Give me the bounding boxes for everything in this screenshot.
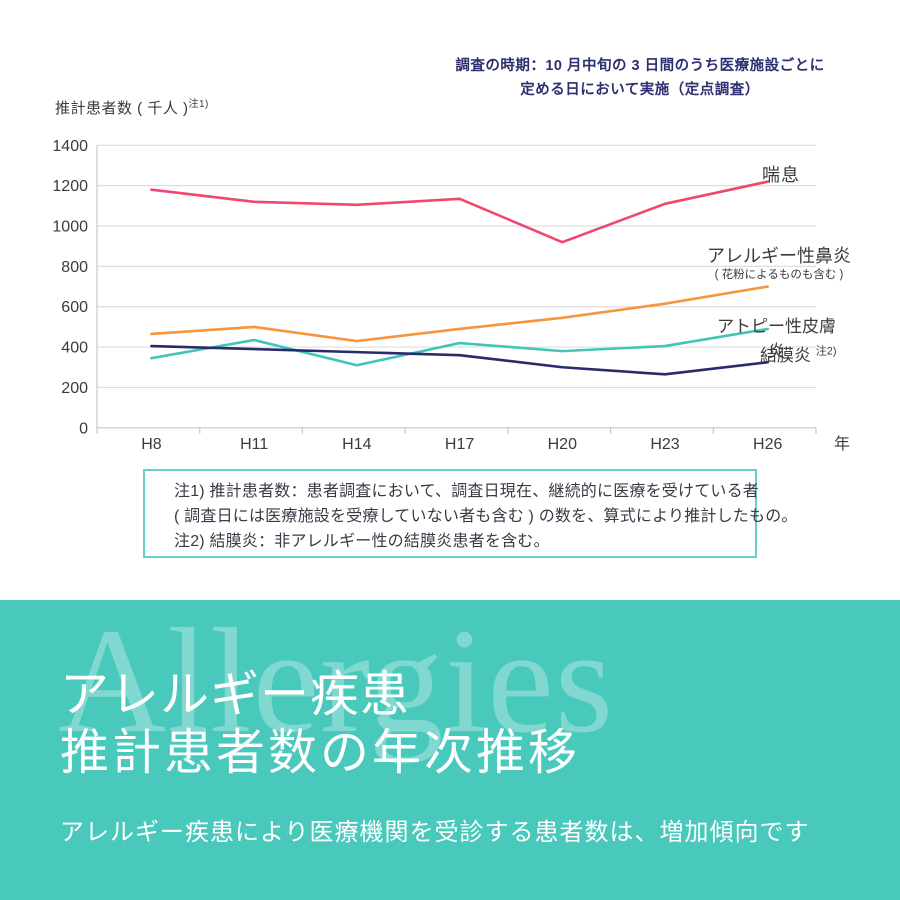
x-tick-label: H20 (548, 436, 577, 453)
footer-title: アレルギー疾患 推計患者数の年次推移 (60, 666, 580, 782)
legend-conjunctivitis-note-ref: 注2) (815, 345, 837, 358)
x-tick-label: H26 (753, 436, 782, 453)
x-tick-label: H17 (445, 436, 474, 453)
y-tick-label: 1400 (52, 138, 88, 155)
legend-allergic-rhinitis-sublabel: ( 花粉によるものも含む ) (714, 269, 844, 281)
footer-title-line2: 推計患者数の年次推移 (60, 725, 581, 780)
x-tick-label: H11 (240, 436, 268, 453)
survey-period-line2: 定める日において実施（定点調査） (520, 82, 760, 98)
y-tick-label: 800 (61, 259, 88, 276)
y-tick-label: 1000 (52, 219, 88, 236)
footer-banner: Allergies アレルギー疾患 推計患者数の年次推移 アレルギー疾患により医… (0, 600, 900, 900)
footnote-box: 注1) 推計患者数：患者調査において、調査日現在、継続的に医療を受けている者 (… (143, 469, 798, 558)
legend-atopic-dermatitis: アトピー性皮膚炎 (717, 317, 836, 361)
footer-title-line1: アレルギー疾患 (60, 667, 411, 722)
y-tick-label: 600 (61, 299, 88, 316)
line-atopic-dermatitis (150, 327, 770, 367)
footer-subtitle: アレルギー疾患により医療機関を受診する患者数は、増加傾向です (60, 820, 810, 846)
y-axis-title-note-ref: 注1) (188, 99, 209, 110)
legend-allergic-rhinitis-label: アレルギー性鼻炎 (707, 246, 851, 266)
y-axis-title: 推計患者数 ( 千人 )注1) (55, 95, 209, 118)
legend-conjunctivitis-label: 結膜炎 (760, 346, 811, 365)
y-tick-label: 200 (61, 380, 88, 397)
x-tick-label: H8 (141, 436, 162, 453)
survey-period-annotation: 調査の時期：10 月中旬の 3 日間のうち医療施設ごとに 定める日において実施（… (420, 54, 860, 102)
line-asthma (150, 180, 770, 244)
legend-asthma: 喘息 (762, 165, 800, 185)
y-tick-label: 0 (79, 420, 88, 437)
footnote-1-line1: 注1) 推計患者数：患者調査において、調査日現在、継続的に医療を受けている者 (174, 483, 759, 500)
line-conjunctivitis (150, 344, 770, 376)
x-tick-label: H23 (650, 436, 679, 453)
y-tick-label: 1200 (52, 178, 88, 195)
line-chart: 0 200 400 600 800 1000 1200 1400 H8 H11 H14 H17 H20 H… (52, 138, 850, 453)
y-axis-title-text: 推計患者数 ( 千人 ) (55, 100, 189, 117)
survey-period-line1: 調査の時期：10 月中旬の 3 日間のうち医療施設ごとに (455, 58, 825, 74)
legend-conjunctivitis: 結膜炎 注2) (760, 341, 837, 366)
footnote-1-line2: ( 調査日には医療施設を受療していない者も含む ) の数を、算式により推計したも… (174, 508, 798, 525)
legend-allergic-rhinitis: アレルギー性鼻炎 ( 花粉によるものも含む ) (705, 247, 853, 285)
watermark-text: Allergies (58, 598, 615, 764)
line-allergic-rhinitis (150, 285, 770, 343)
footnote-2: 注2) 結膜炎：非アレルギー性の結膜炎患者を含む。 (174, 533, 550, 550)
y-tick-label: 400 (61, 340, 88, 357)
x-axis-unit: 年 (834, 435, 850, 453)
x-tick-label: H14 (342, 436, 371, 453)
